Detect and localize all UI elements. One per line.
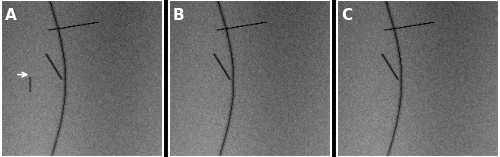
Text: B: B [173,8,184,23]
Text: C: C [342,8,352,23]
Text: A: A [4,8,16,23]
